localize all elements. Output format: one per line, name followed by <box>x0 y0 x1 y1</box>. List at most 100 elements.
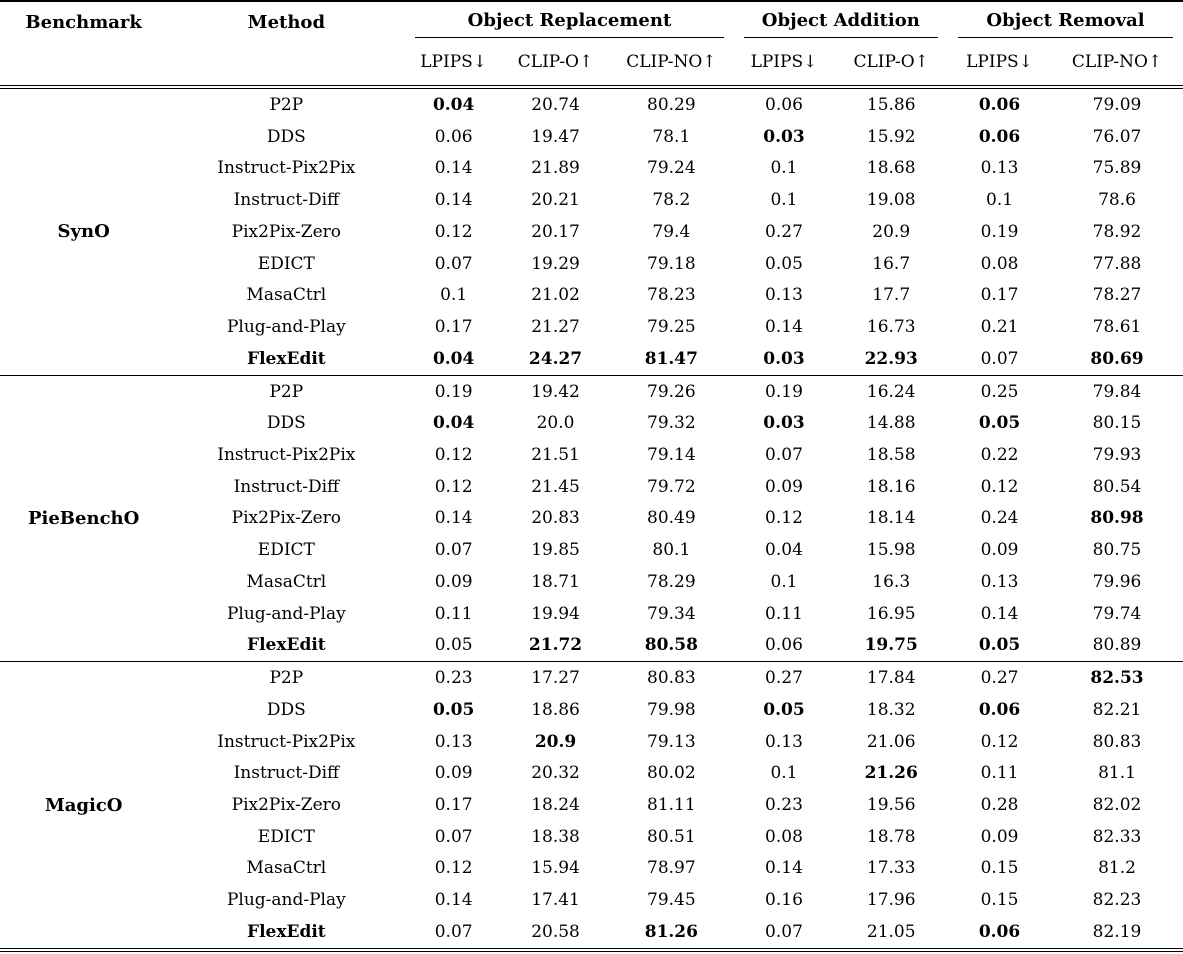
table-row: Instruct-Pix2Pix 0.12 21.51 79.14 0.07 18.58 0… <box>0 439 1183 471</box>
value-cell: 79.34 <box>647 603 696 624</box>
value-cell: 18.78 <box>866 826 916 847</box>
value-cell: 0.27 <box>765 221 803 242</box>
value-cell: 0.06 <box>978 922 1021 943</box>
value-cell: 79.72 <box>647 476 696 497</box>
table-row: FlexEdit 0.04 24.27 81.47 0.03 22.93 0.07 80.69 <box>0 343 1183 375</box>
method-cell: Pix2Pix-Zero <box>231 795 342 816</box>
value-cell: 0.12 <box>434 445 473 466</box>
value-cell: 21.89 <box>531 158 580 179</box>
table-header: Benchmark Method Object Replacement Obje… <box>0 1 1183 87</box>
value-cell: 0.23 <box>765 795 803 816</box>
value-cell: 15.86 <box>866 94 916 115</box>
value-cell: 18.14 <box>866 508 916 529</box>
method-cell: DDS <box>266 126 306 147</box>
value-cell: 79.24 <box>647 158 696 179</box>
table-row: Plug-and-Play 0.14 17.41 79.45 0.16 17.96 0.15… <box>0 884 1183 916</box>
table-row: Pix2Pix-Zero 0.17 18.24 81.11 0.23 19.56 0.28 8… <box>0 789 1183 821</box>
group-header-object-removal: Object Removal <box>948 1 1183 47</box>
value-cell: 0.23 <box>434 668 473 689</box>
value-cell: 80.29 <box>647 94 696 115</box>
value-cell: 0.19 <box>980 221 1019 242</box>
value-cell: 20.32 <box>531 763 580 784</box>
table-row: Pix2Pix-Zero 0.14 20.83 80.49 0.12 18.14 0.24 8… <box>0 503 1183 535</box>
metric-header-oa-lpips: LPIPS↓ <box>750 52 818 72</box>
value-cell: 22.93 <box>864 348 918 369</box>
value-cell: 79.45 <box>647 890 696 911</box>
value-cell: 76.07 <box>1092 126 1142 147</box>
value-cell: 0.04 <box>432 413 475 434</box>
table-row: DDS 0.05 18.86 79.98 0.05 18.32 0.06 82.21 <box>0 694 1183 726</box>
group-header-object-replacement: Object Replacement <box>405 1 733 47</box>
value-cell: 0.07 <box>980 348 1019 369</box>
value-cell: 82.23 <box>1092 890 1142 911</box>
benchmark-block: MagicO P2P 0.23 17.27 80.83 0.27 17.84 0.27 82.5… <box>0 661 1183 950</box>
value-cell: 0.05 <box>978 635 1021 656</box>
table-row: EDICT 0.07 18.38 80.51 0.08 18.78 0.09 82.33 <box>0 821 1183 853</box>
table-row: MagicO P2P 0.23 17.27 80.83 0.27 17.84 0.27 82.5… <box>0 662 1183 815</box>
metric-header-or-clip-no: CLIP-NO↑ <box>626 52 717 72</box>
value-cell: 21.26 <box>864 763 918 784</box>
value-cell: 78.1 <box>652 126 691 147</box>
value-cell: 79.14 <box>647 445 696 466</box>
value-cell: 0.19 <box>765 381 803 402</box>
value-cell: 0.12 <box>434 858 473 879</box>
value-cell: 79.96 <box>1092 571 1142 592</box>
value-cell: 14.88 <box>866 413 916 434</box>
value-cell: 0.13 <box>434 731 473 752</box>
value-cell: 79.32 <box>647 413 696 434</box>
value-cell: 78.6 <box>1098 190 1136 211</box>
method-cell: Plug-and-Play <box>226 890 346 911</box>
value-cell: 80.75 <box>1092 540 1142 561</box>
value-cell: 20.9 <box>534 731 577 752</box>
table-row: MasaCtrl 0.1 21.02 78.23 0.13 17.7 0.17 78.27 <box>0 280 1183 312</box>
value-cell: 21.51 <box>531 445 580 466</box>
table-row: DDS 0.04 20.0 79.32 0.03 14.88 0.05 80.15 <box>0 407 1183 439</box>
value-cell: 0.07 <box>434 253 473 274</box>
method-cell: FlexEdit <box>247 922 326 943</box>
value-cell: 78.61 <box>1092 317 1142 338</box>
metric-header-oa-clip-o: CLIP-O↑ <box>853 52 929 72</box>
table-row: MasaCtrl 0.09 18.71 78.29 0.1 16.3 0.13 79.96 <box>0 566 1183 598</box>
value-cell: 0.27 <box>980 668 1019 689</box>
value-cell: 17.84 <box>866 668 916 689</box>
value-cell: 16.3 <box>872 571 911 592</box>
value-cell: 15.94 <box>531 858 580 879</box>
benchmark-label: SynO <box>57 221 110 243</box>
benchmark-label: PieBenchO <box>27 507 140 529</box>
value-cell: 17.27 <box>531 668 580 689</box>
method-cell: Pix2Pix-Zero <box>231 221 342 242</box>
method-cell: Plug-and-Play <box>226 317 346 338</box>
value-cell: 0.09 <box>765 476 803 497</box>
value-cell: 0.14 <box>980 603 1019 624</box>
value-cell: 0.07 <box>765 922 803 943</box>
value-cell: 18.24 <box>531 795 580 816</box>
metric-header-row: LPIPS↓ CLIP-O↑ CLIP-NO↑ LPIPS↓ CLIP-O↑ L… <box>0 47 1183 87</box>
value-cell: 79.26 <box>647 381 696 402</box>
value-cell: 0.13 <box>765 731 803 752</box>
method-cell: P2P <box>269 668 304 689</box>
value-cell: 17.41 <box>531 890 580 911</box>
value-cell: 78.27 <box>1092 285 1142 306</box>
method-cell: Instruct-Diff <box>233 763 340 784</box>
value-cell: 19.94 <box>531 603 580 624</box>
value-cell: 0.1 <box>770 158 798 179</box>
value-cell: 78.29 <box>647 571 696 592</box>
value-cell: 0.12 <box>980 476 1019 497</box>
value-cell: 0.1 <box>770 763 798 784</box>
value-cell: 78.2 <box>652 190 691 211</box>
value-cell: 79.98 <box>647 699 696 720</box>
table-row: Instruct-Pix2Pix 0.14 21.89 79.24 0.1 18.68 0.… <box>0 153 1183 185</box>
value-cell: 82.21 <box>1092 699 1142 720</box>
table-row: FlexEdit 0.07 20.58 81.26 0.07 21.05 0.06 82.19 <box>0 916 1183 950</box>
value-cell: 0.08 <box>765 826 803 847</box>
value-cell: 21.27 <box>531 317 580 338</box>
method-cell: MasaCtrl <box>246 285 327 306</box>
value-cell: 0.1 <box>440 285 468 306</box>
value-cell: 0.14 <box>434 158 473 179</box>
value-cell: 0.16 <box>765 890 803 911</box>
table-row: PieBenchO P2P 0.19 19.42 79.26 0.19 16.24 0.25 7… <box>0 375 1183 529</box>
value-cell: 82.33 <box>1092 826 1142 847</box>
value-cell: 21.05 <box>866 922 916 943</box>
benchmark-block: PieBenchO P2P 0.19 19.42 79.26 0.19 16.24 0.25 7… <box>0 375 1183 662</box>
value-cell: 0.04 <box>765 540 803 561</box>
